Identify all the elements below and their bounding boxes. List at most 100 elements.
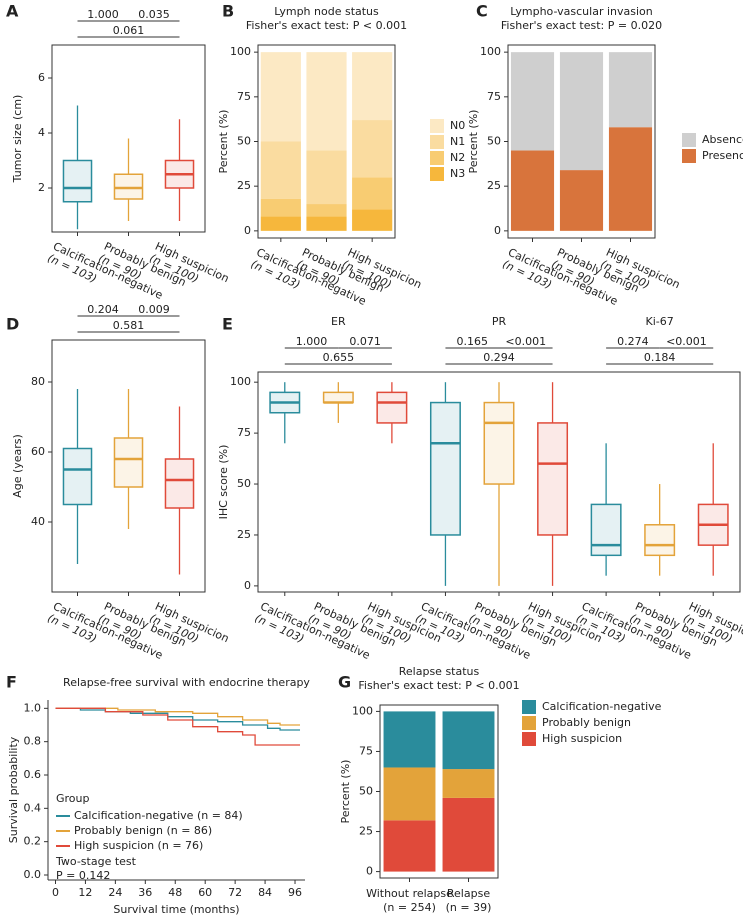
bar-segment xyxy=(442,769,495,798)
bar-segment xyxy=(352,120,393,178)
x-tick-label: 12 xyxy=(78,886,92,899)
box xyxy=(644,524,676,557)
panel-letter: A xyxy=(6,2,19,21)
x-tick-label: 96 xyxy=(288,886,302,899)
y-tick-label: 40 xyxy=(31,515,45,528)
comparison-label: 0.071 xyxy=(349,335,381,348)
y-axis-label: Survival probability xyxy=(7,736,20,843)
legend-swatch xyxy=(522,700,536,714)
y-tick-label: 50 xyxy=(359,785,373,798)
bar-segment xyxy=(260,141,301,199)
bar-segment xyxy=(352,177,393,210)
bar-segment xyxy=(608,52,653,128)
group-title: ER xyxy=(331,315,346,328)
x-tick-sublabel: (n = 39) xyxy=(446,901,492,914)
comparison-label: 0.655 xyxy=(323,351,355,364)
legend-swatch xyxy=(522,716,536,730)
legend-label: Probably benign xyxy=(542,716,631,729)
comparison-label: 1.000 xyxy=(296,335,328,348)
box xyxy=(62,159,93,203)
comparison-label: 0.184 xyxy=(644,351,676,364)
y-tick-label: 0.0 xyxy=(24,868,42,881)
legend-label: Calcification-negative (n = 84) xyxy=(74,809,243,822)
x-tick-label: 48 xyxy=(168,886,182,899)
y-tick-label: 0.2 xyxy=(24,835,42,848)
y-tick-label: 75 xyxy=(237,90,251,103)
bar-segment xyxy=(559,52,604,171)
bar-segment xyxy=(510,150,555,231)
comparison-label: 0.294 xyxy=(483,351,515,364)
y-tick-label: 0.6 xyxy=(24,768,42,781)
legend-label: Absence xyxy=(702,133,743,146)
y-tick-label: 6 xyxy=(38,71,45,84)
box xyxy=(113,437,144,488)
box xyxy=(164,458,195,509)
x-tick-label: 24 xyxy=(108,886,122,899)
panel-letter: D xyxy=(6,315,19,334)
x-tick-label: 72 xyxy=(228,886,242,899)
y-tick-label: 50 xyxy=(487,135,501,148)
survival-curve xyxy=(55,707,301,746)
legend-label: N2 xyxy=(450,151,465,164)
legend-label: N0 xyxy=(450,119,465,132)
box xyxy=(113,173,144,200)
y-tick-label: 100 xyxy=(230,375,251,388)
y-tick-label: 2 xyxy=(38,181,45,194)
y-axis-label: Percent (%) xyxy=(339,760,352,824)
y-tick-label: 100 xyxy=(352,704,373,717)
panel-letter: G xyxy=(338,673,351,692)
y-tick-label: 1.0 xyxy=(24,701,42,714)
y-tick-label: 75 xyxy=(487,90,501,103)
box xyxy=(590,503,622,557)
bar-segment xyxy=(260,216,301,231)
bar-segment xyxy=(260,198,301,217)
y-axis-label: Age (years) xyxy=(11,434,24,498)
box xyxy=(537,422,569,536)
comparison-label: 0.274 xyxy=(617,335,649,348)
y-tick-label: 0.8 xyxy=(24,735,42,748)
bar-segment xyxy=(510,52,555,151)
legend-swatch xyxy=(430,119,444,133)
y-tick-label: 60 xyxy=(31,445,45,458)
bar-segment xyxy=(306,150,347,205)
y-tick-label: 0.4 xyxy=(24,801,42,814)
group-title: Ki-67 xyxy=(646,315,674,328)
bar-segment xyxy=(352,209,393,231)
chart-title: Relapse status xyxy=(399,665,480,678)
chart-subtitle: Fisher's exact test: P < 0.001 xyxy=(246,19,407,32)
box xyxy=(429,401,461,536)
y-tick-label: 4 xyxy=(38,126,45,139)
legend-label: High suspicion (n = 76) xyxy=(74,839,203,852)
legend-label: Calcification-negative xyxy=(542,700,662,713)
comparison-label: <0.001 xyxy=(505,335,546,348)
comparison-label: 0.581 xyxy=(113,319,145,332)
comparison-label: 0.061 xyxy=(113,24,145,37)
legend-swatch xyxy=(682,133,696,147)
bar-segment xyxy=(260,52,301,142)
comparison-label: 1.000 xyxy=(87,8,119,21)
comparison-label: 0.204 xyxy=(87,303,119,316)
y-tick-label: 0 xyxy=(244,579,251,592)
legend-swatch xyxy=(522,732,536,746)
x-tick-label: 36 xyxy=(138,886,152,899)
y-axis-label: Tumor size (cm) xyxy=(11,95,24,184)
y-tick-label: 80 xyxy=(31,375,45,388)
x-tick-label: 84 xyxy=(258,886,272,899)
x-axis-label: Survival time (months) xyxy=(113,903,239,916)
y-tick-label: 25 xyxy=(237,528,251,541)
comparison-label: 0.165 xyxy=(456,335,488,348)
box xyxy=(62,447,93,506)
box xyxy=(483,401,515,485)
y-tick-label: 25 xyxy=(359,825,373,838)
y-tick-label: 75 xyxy=(237,426,251,439)
y-tick-label: 100 xyxy=(230,45,251,58)
legend-swatch xyxy=(430,151,444,165)
x-tick-label: 60 xyxy=(198,886,212,899)
legend-swatch xyxy=(430,135,444,149)
bar-segment xyxy=(306,216,347,231)
comparison-label: <0.001 xyxy=(666,335,707,348)
legend-label: Presence xyxy=(702,149,743,162)
x-tick-label: 0 xyxy=(52,886,59,899)
box xyxy=(322,391,354,404)
